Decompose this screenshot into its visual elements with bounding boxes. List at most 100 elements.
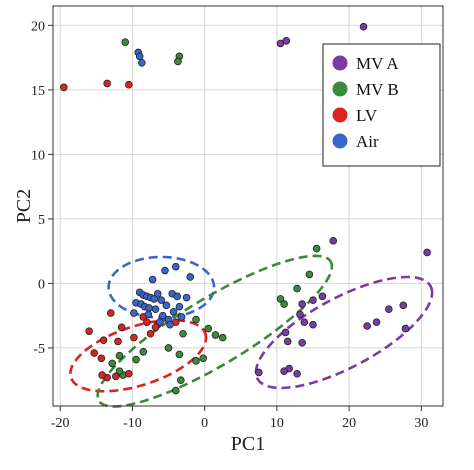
legend-marker-air — [332, 133, 348, 149]
point-mv-b — [139, 348, 148, 356]
point-lv — [146, 329, 155, 338]
point-mv-b — [211, 331, 220, 339]
legend-label: LV — [356, 106, 378, 125]
point-air — [144, 310, 153, 319]
point-mv-b — [108, 359, 117, 368]
point-air — [150, 295, 158, 303]
cluster-ellipses — [69, 254, 434, 408]
y-tick-label: 0 — [38, 277, 45, 292]
point-air — [138, 58, 146, 67]
point-mv-b — [312, 244, 321, 253]
point-mv-b — [179, 329, 187, 338]
plot-frame — [52, 5, 444, 407]
point-mv-b — [171, 386, 180, 395]
point-lv — [125, 369, 133, 378]
point-mv-b — [280, 300, 288, 308]
point-mv-b — [121, 38, 130, 46]
point-lv — [97, 354, 106, 363]
ellipse-air — [107, 255, 216, 319]
point-air — [161, 266, 169, 275]
point-mv-b — [174, 57, 182, 66]
point-mv-a — [281, 328, 290, 337]
legend-label: MV A — [356, 54, 399, 73]
data-points — [60, 22, 431, 395]
point-mv-b — [132, 355, 140, 364]
point-air — [148, 275, 157, 284]
point-lv — [85, 327, 93, 335]
point-mv-a — [385, 305, 393, 314]
x-tick-label: 20 — [342, 416, 356, 431]
point-mv-a — [359, 22, 368, 31]
point-air — [162, 301, 171, 310]
point-mv-a — [283, 337, 292, 346]
y-tick-label: 15 — [31, 84, 45, 99]
point-lv — [151, 323, 160, 332]
point-mv-a — [399, 301, 408, 310]
ellipse-mv-b — [96, 254, 334, 408]
point-mv-b — [293, 284, 301, 293]
point-mv-a — [298, 300, 306, 308]
x-tick-label: -20 — [51, 416, 70, 431]
point-air — [171, 262, 180, 271]
point-air — [145, 304, 153, 312]
x-tick-label: -10 — [123, 416, 142, 431]
point-air — [175, 302, 184, 311]
point-mv-a — [372, 318, 381, 326]
point-air — [169, 308, 178, 316]
y-tick-label: -5 — [33, 342, 45, 357]
x-tick-label: 0 — [201, 416, 208, 431]
point-mv-b — [276, 295, 285, 303]
legend: MV A MV B LV Air — [322, 43, 441, 167]
y-axis-title: PC2 — [13, 189, 35, 223]
point-mv-b — [164, 344, 173, 352]
point-mv-a — [282, 37, 291, 45]
point-mv-a — [318, 292, 327, 301]
point-mv-a — [296, 310, 304, 319]
point-mv-b — [115, 351, 124, 360]
point-lv — [114, 337, 122, 346]
point-mv-b — [175, 350, 184, 359]
y-tick-label: 5 — [38, 213, 45, 228]
point-air — [182, 293, 191, 302]
point-mv-b — [177, 376, 185, 384]
point-mv-b — [115, 367, 124, 375]
point-mv-b — [218, 333, 227, 342]
point-air — [156, 318, 164, 326]
point-air — [135, 52, 144, 61]
point-mv-a — [280, 367, 288, 375]
point-mv-a — [363, 322, 371, 330]
point-mv-a — [300, 318, 309, 326]
point-mv-a — [423, 248, 431, 257]
point-air — [177, 313, 186, 321]
x-tick-label: 10 — [270, 416, 284, 431]
x-tick-label: 30 — [414, 416, 428, 431]
point-mv-a — [309, 320, 317, 329]
point-air — [158, 311, 167, 320]
point-lv — [98, 371, 106, 379]
point-lv — [125, 80, 133, 89]
y-tick-label: 10 — [31, 148, 45, 163]
point-mv-a — [401, 324, 410, 333]
axis-ticks: -20 -10 0 10 20 30 -5 0 5 10 15 20 — [31, 19, 428, 431]
point-lv — [130, 333, 138, 342]
point-air — [166, 320, 174, 329]
point-mv-b — [192, 315, 200, 324]
point-air — [173, 292, 182, 301]
point-lv — [106, 309, 115, 317]
legend-marker-mv-b — [332, 81, 348, 97]
point-mv-b — [192, 357, 200, 365]
point-air — [151, 305, 160, 314]
legend-label: Air — [356, 132, 379, 151]
point-lv — [60, 83, 68, 92]
point-mv-a — [309, 296, 317, 304]
point-lv — [103, 79, 111, 88]
point-air — [157, 296, 166, 304]
point-mv-a — [329, 237, 338, 245]
point-lv — [117, 323, 126, 332]
point-mv-a — [255, 368, 263, 377]
point-lv — [143, 318, 151, 326]
point-lv — [112, 372, 120, 381]
point-air — [130, 309, 138, 317]
point-lv — [90, 349, 98, 357]
